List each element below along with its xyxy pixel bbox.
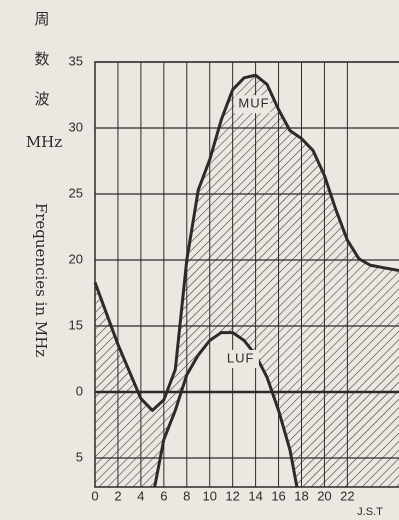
- curve: [93, 73, 399, 412]
- x-tick-label: 16: [271, 488, 285, 503]
- x-tick-label: 22: [340, 488, 354, 503]
- x-tick-label: 6: [160, 488, 167, 503]
- y-tick-label: 5: [76, 449, 83, 464]
- label-bg: [234, 95, 271, 114]
- x-tick-label: 14: [248, 488, 262, 503]
- y-axis-label-cjk: 波: [34, 90, 49, 108]
- label-bg: [222, 349, 259, 368]
- y-tick-label: 20: [69, 251, 83, 266]
- y-axis-label-cjk: 周: [34, 10, 49, 28]
- y-axis-label-cjk: 数: [34, 50, 49, 68]
- x-tick-label: 4: [137, 488, 144, 503]
- y-tick-label: 30: [69, 119, 83, 134]
- curve-label: MUF: [238, 96, 269, 111]
- plot-frame: [94, 61, 399, 488]
- curve-label: LUF: [227, 350, 255, 365]
- x-tick-label: 10: [202, 488, 216, 503]
- y-axis-unit: MHz: [26, 133, 62, 151]
- x-axis-label: J.S.T: [357, 506, 383, 518]
- y-tick-label: 35: [69, 53, 83, 68]
- y-tick-label: 25: [69, 185, 83, 200]
- y-tick-label: 0: [76, 383, 83, 398]
- x-tick-label: 12: [225, 488, 239, 503]
- x-tick-label: 18: [294, 488, 308, 503]
- y-axis-label: Frequencies in MHz: [32, 203, 50, 357]
- x-tick-label: 0: [91, 488, 98, 503]
- x-tick-label: 2: [114, 488, 121, 503]
- x-tick-label: 20: [317, 488, 331, 503]
- x-tick-label: 8: [183, 488, 190, 503]
- y-tick-label: 15: [69, 317, 83, 332]
- curve: [153, 331, 299, 488]
